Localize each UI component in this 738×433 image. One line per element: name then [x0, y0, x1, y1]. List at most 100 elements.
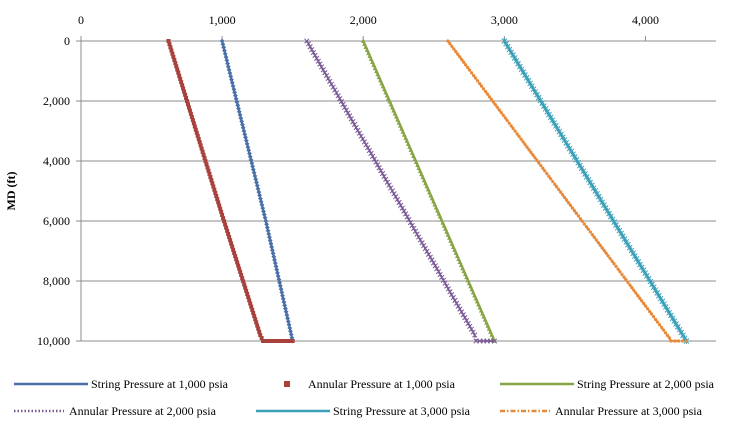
data-point-marker — [472, 332, 478, 338]
data-point-marker — [596, 240, 600, 245]
data-point-marker — [684, 339, 688, 343]
data-point-marker — [267, 234, 272, 240]
data-point-marker — [657, 323, 662, 327]
data-point-marker — [273, 264, 279, 269]
series-1 — [219, 38, 296, 344]
data-point-marker — [464, 63, 468, 67]
data-point-marker — [249, 160, 255, 166]
data-point-marker — [531, 153, 535, 157]
data-point-marker — [455, 303, 461, 309]
data-point-marker — [616, 267, 620, 271]
data-point-marker — [185, 99, 190, 104]
data-point-marker — [407, 219, 414, 226]
data-point-marker — [553, 182, 557, 186]
legend-item: Annular Pressure at 2,000 psia — [14, 404, 217, 418]
legend-label: String Pressure at 1,000 psia — [91, 377, 229, 391]
data-point-marker — [205, 165, 210, 170]
data-point-marker — [216, 200, 221, 205]
data-point-marker — [220, 213, 225, 217]
data-point-marker — [250, 167, 256, 172]
data-point-marker — [237, 112, 243, 118]
data-point-marker — [457, 306, 463, 312]
data-point-marker — [232, 250, 237, 255]
data-point-marker — [257, 196, 263, 201]
data-point-marker — [233, 96, 239, 102]
gridlines — [81, 40, 716, 342]
data-point-marker — [176, 70, 181, 75]
data-point-marker — [230, 244, 235, 249]
data-point-marker — [453, 300, 460, 306]
data-point-marker — [374, 162, 381, 168]
data-point-marker — [232, 90, 238, 95]
data-point-marker — [430, 260, 437, 266]
data-point-marker — [175, 67, 180, 72]
data-point-marker — [460, 312, 466, 318]
data-point-marker — [346, 113, 353, 119]
data-point-marker — [222, 48, 227, 54]
data-point-marker — [497, 108, 501, 112]
legend-label: String Pressure at 3,000 psia — [333, 404, 471, 418]
data-point-marker — [276, 276, 282, 282]
data-point-marker — [533, 156, 537, 160]
data-point-marker — [262, 215, 268, 221]
data-point-marker — [272, 257, 277, 263]
data-point-marker — [254, 180, 259, 185]
data-point-marker — [272, 260, 278, 266]
data-point-marker — [197, 140, 202, 145]
data-point-marker — [254, 320, 259, 325]
data-point-marker — [195, 133, 200, 138]
x-tick-label: 3,000 — [491, 13, 518, 27]
y-tick-label: 10,000 — [37, 334, 70, 348]
data-point-marker — [437, 271, 443, 278]
data-point-marker — [307, 44, 313, 50]
data-point-marker — [335, 93, 341, 99]
data-point-marker — [462, 60, 466, 64]
data-point-marker — [190, 118, 195, 123]
data-point-marker — [489, 97, 494, 101]
data-point-marker — [221, 216, 226, 221]
data-point-marker — [379, 170, 386, 177]
legend-label: Annular Pressure at 3,000 psia — [555, 404, 703, 418]
data-point-marker — [475, 79, 480, 83]
data-point-marker — [317, 61, 323, 67]
data-point-marker — [446, 39, 450, 43]
data-point-marker — [279, 339, 284, 343]
data-point-marker — [279, 289, 285, 295]
data-point-marker — [360, 136, 366, 142]
data-point-marker — [340, 101, 346, 108]
data-point-marker — [368, 150, 374, 157]
data-point-marker — [255, 186, 261, 192]
data-point-marker — [351, 121, 358, 128]
data-point-marker — [234, 257, 239, 262]
data-point-marker — [235, 260, 240, 265]
data-point-marker — [523, 142, 527, 147]
data-point-marker — [272, 339, 277, 343]
data-point-marker — [277, 280, 283, 286]
data-point-marker — [244, 288, 249, 293]
data-point-marker — [269, 244, 275, 250]
data-point-marker — [240, 125, 246, 131]
data-point-marker — [243, 285, 248, 290]
data-point-marker — [419, 240, 425, 246]
data-point-marker — [450, 294, 456, 301]
data-point-marker — [409, 222, 415, 229]
data-point-marker — [275, 339, 280, 343]
series-3 — [360, 38, 497, 343]
data-point-marker — [180, 83, 185, 88]
data-point-marker — [355, 127, 361, 134]
x-tick-label: 1,000 — [209, 13, 236, 27]
data-point-marker — [606, 254, 610, 258]
data-point-marker — [212, 187, 217, 192]
data-point-marker — [527, 148, 531, 152]
data-point-marker — [233, 254, 238, 259]
data-point-marker — [285, 315, 290, 321]
data-point-marker — [652, 315, 656, 319]
series-2 — [166, 39, 295, 343]
data-point-marker — [566, 201, 571, 205]
data-point-marker — [646, 307, 650, 311]
data-point-marker — [568, 203, 573, 208]
data-point-marker — [610, 259, 614, 263]
data-point-marker — [221, 45, 227, 50]
data-point-marker — [232, 93, 238, 99]
